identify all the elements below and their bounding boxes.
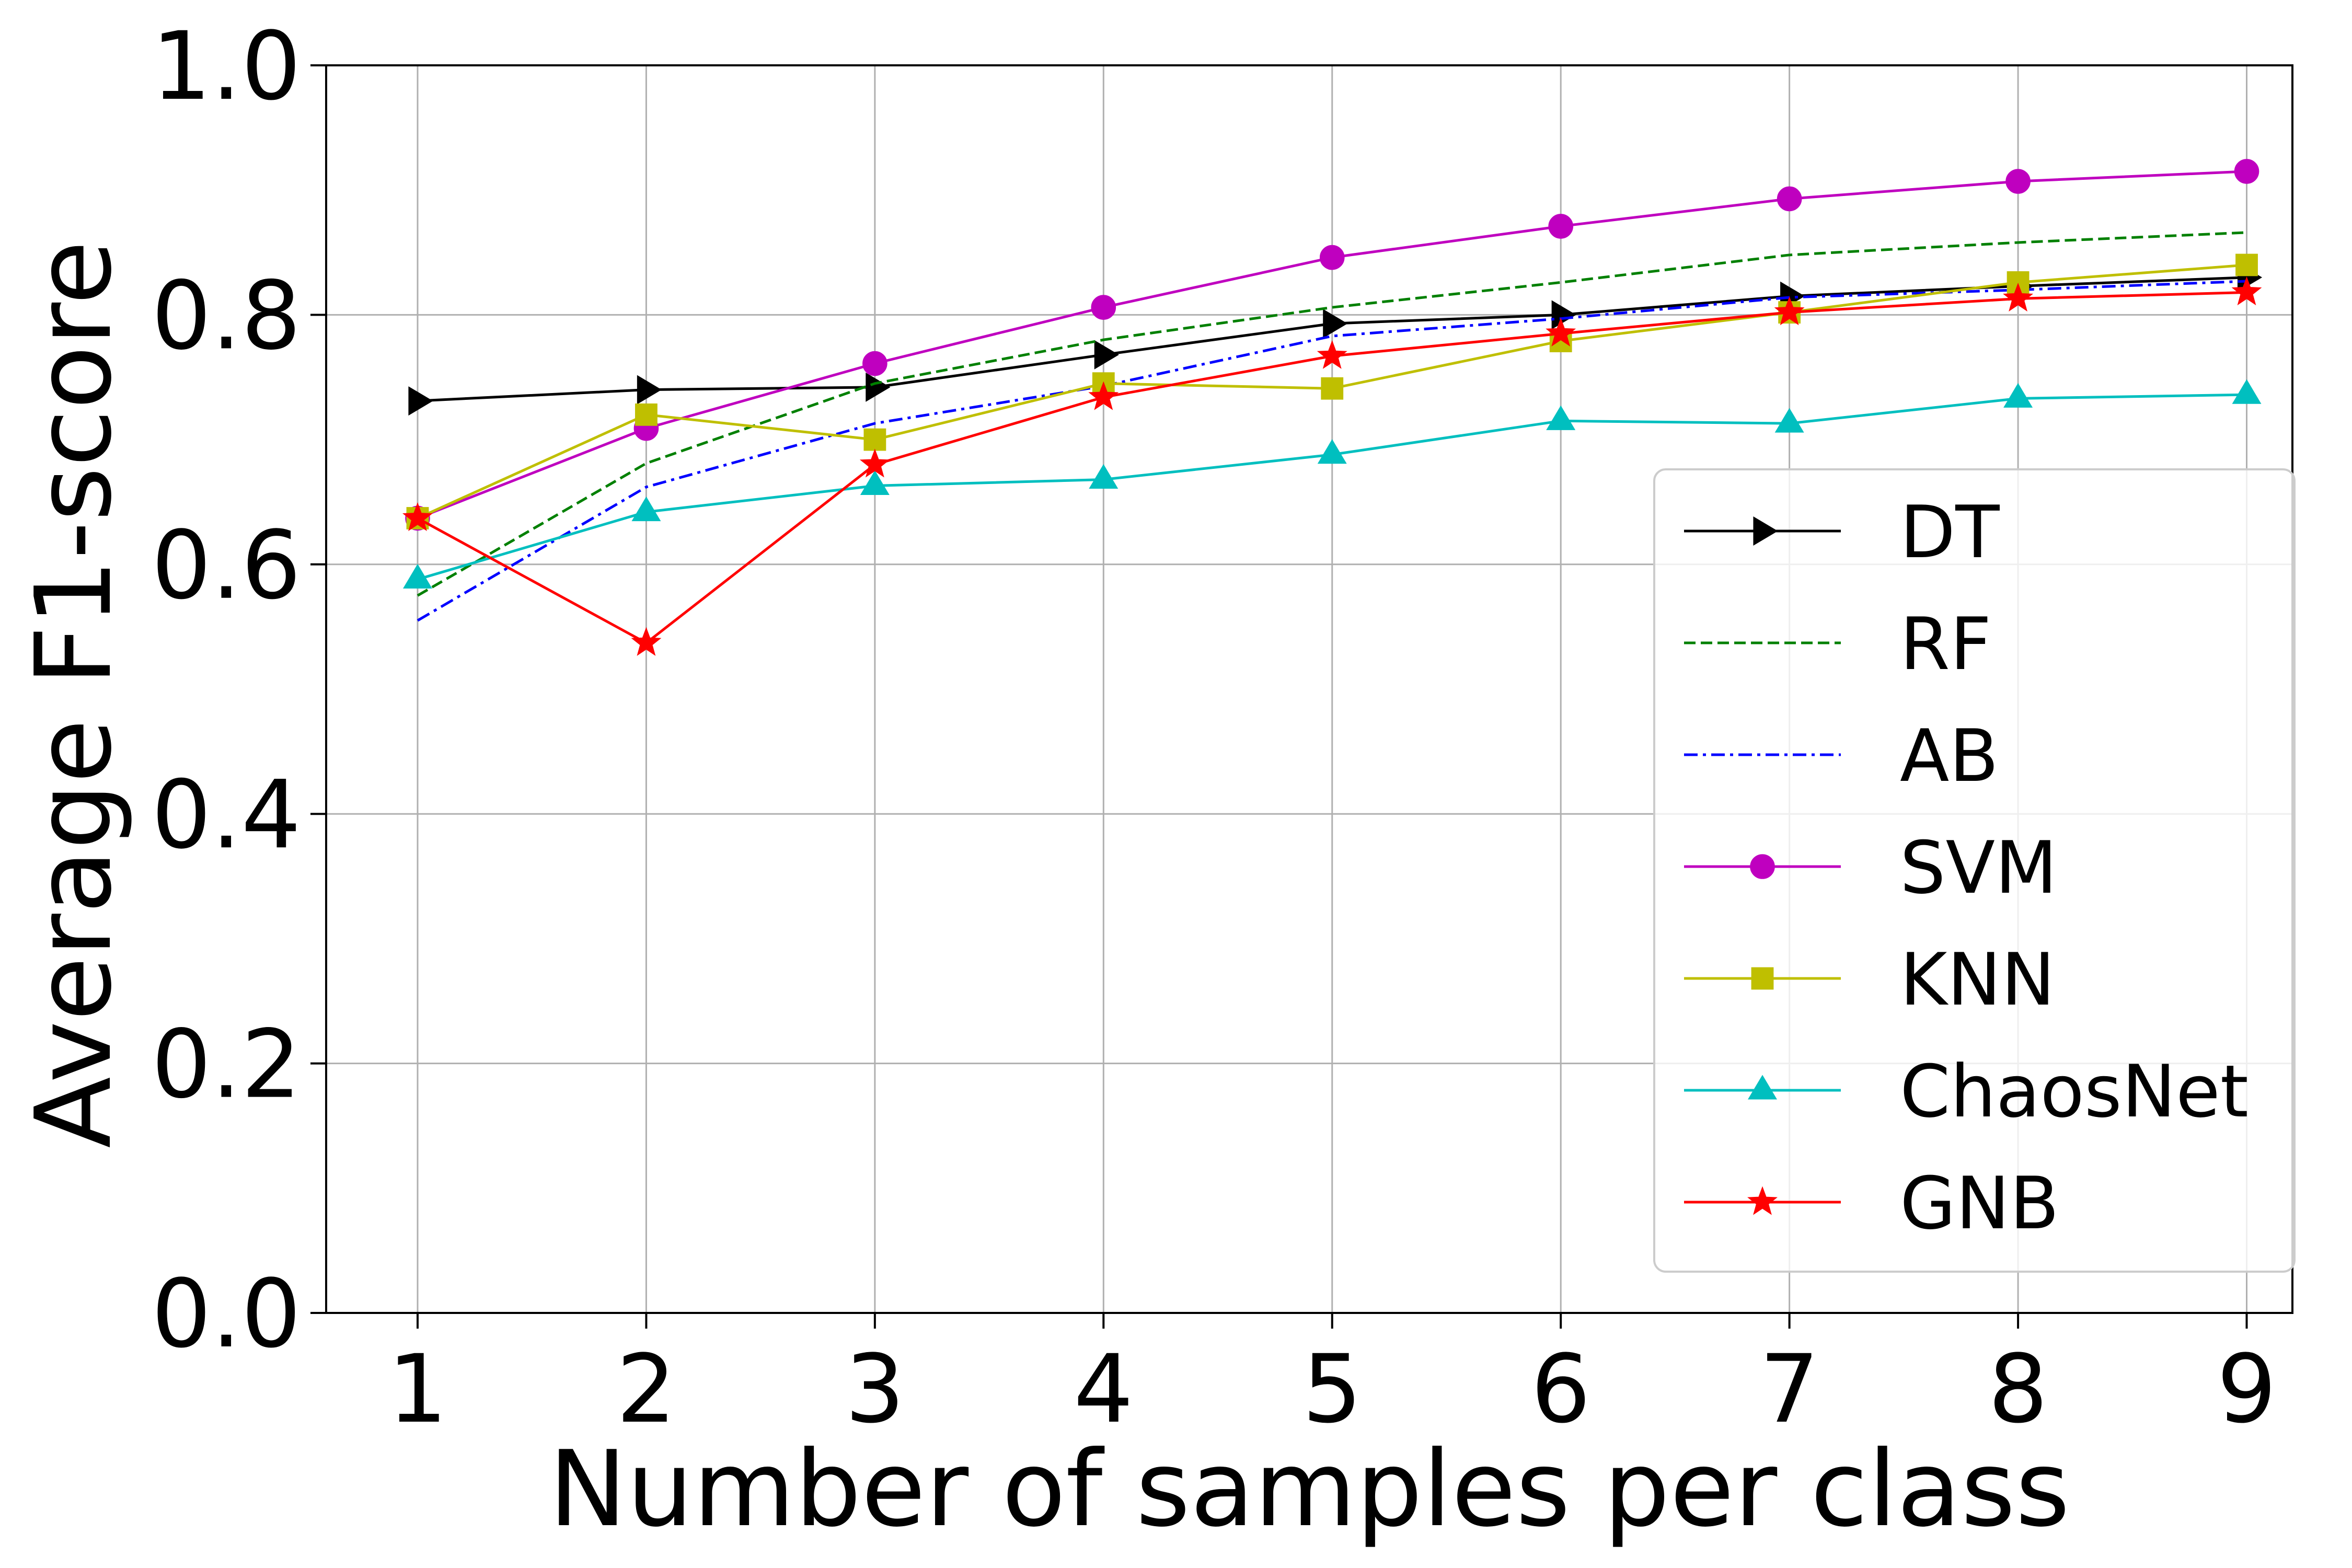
legend-label: GNB: [1900, 1161, 2059, 1246]
series-chaosnet: [402, 379, 2262, 589]
data-point-knn: [863, 428, 886, 451]
x-tick-label: 6: [1531, 1335, 1591, 1444]
data-point-dt: [1551, 300, 1576, 330]
x-tick-label: 9: [2217, 1335, 2277, 1444]
x-tick-label: 8: [1988, 1335, 2048, 1444]
data-point-dt: [408, 386, 433, 416]
legend-item-rf: RF: [1684, 602, 1991, 686]
legend-label: RF: [1900, 602, 1991, 686]
y-tick-label: 0.2: [152, 1010, 301, 1120]
data-point-gnb: [2003, 282, 2034, 312]
series-rf: [417, 231, 2247, 597]
data-point-dt: [1094, 340, 1119, 370]
data-point-gnb: [1317, 340, 1347, 369]
data-point-svm: [2234, 159, 2259, 184]
legend-label: AB: [1900, 714, 1999, 798]
data-point-svm: [1319, 245, 1345, 270]
series-svm: [405, 159, 2259, 531]
y-tick-label: 0.8: [152, 261, 301, 371]
legend-item-chaosnet: ChaosNet: [1684, 1050, 2249, 1134]
data-point-chaosnet: [860, 470, 890, 495]
x-tick-label: 7: [1759, 1335, 1819, 1444]
legend-box: [1653, 468, 2296, 1273]
x-axis-label: Number of samples per class: [549, 1428, 2070, 1550]
data-point-chaosnet: [2003, 383, 2033, 408]
series-layer: [402, 159, 2263, 656]
y-tick-label: 0.0: [152, 1260, 301, 1369]
legend: DT RF AB SVM KNN ChaosNet GNB: [1653, 468, 2296, 1273]
x-tick-label: 2: [616, 1335, 676, 1444]
y-axis-label: Average F1-score: [13, 240, 135, 1148]
x-tick-label: 5: [1302, 1335, 1362, 1444]
legend-marker: [1751, 967, 1774, 990]
legend-item-ab: AB: [1684, 714, 1999, 798]
legend-label: DT: [1900, 490, 2000, 574]
legend-label: SVM: [1900, 826, 2057, 910]
data-point-chaosnet: [402, 563, 432, 589]
data-point-svm: [2005, 169, 2031, 194]
legend-marker: [1748, 1075, 1777, 1100]
data-point-svm: [1777, 186, 1802, 212]
data-point-chaosnet: [1546, 405, 1576, 430]
axis-ticks: 1 2 3 4 5 6 7 8 9 0.0 0.2 0.4 0.6 0.8 1.0: [152, 12, 2277, 1444]
x-tick-label: 4: [1074, 1335, 1134, 1444]
data-point-dt: [866, 372, 891, 402]
legend-marker: [1750, 854, 1775, 879]
data-point-chaosnet: [1089, 464, 1119, 489]
data-point-gnb: [1774, 296, 1805, 326]
data-point-svm: [1548, 214, 1573, 239]
legend-label: ChaosNet: [1900, 1050, 2249, 1134]
y-tick-label: 0.4: [152, 760, 301, 870]
data-point-svm: [1091, 295, 1116, 320]
data-point-gnb: [2231, 276, 2262, 306]
legend-label: KNN: [1900, 938, 2055, 1022]
data-point-gnb: [1088, 381, 1119, 410]
x-tick-label: 1: [388, 1335, 448, 1444]
series-line-rf: [417, 231, 2247, 597]
data-point-gnb: [859, 448, 890, 478]
legend-marker: [1753, 516, 1778, 546]
data-point-dt: [637, 375, 662, 405]
y-tick-label: 1.0: [152, 12, 301, 121]
data-point-chaosnet: [1774, 408, 1804, 433]
legend-item-knn: KNN: [1684, 938, 2055, 1022]
data-point-gnb: [631, 627, 662, 656]
legend-item-dt: DT: [1684, 490, 2000, 574]
legend-item-svm: SVM: [1684, 826, 2057, 910]
x-tick-label: 3: [845, 1335, 905, 1444]
legend-item-gnb: GNB: [1684, 1161, 2059, 1246]
legend-marker: [1747, 1186, 1778, 1215]
data-point-svm: [862, 351, 887, 376]
data-point-knn: [635, 403, 658, 426]
data-point-knn: [2235, 253, 2258, 276]
data-point-dt: [1323, 309, 1348, 339]
series-gnb: [402, 276, 2262, 656]
data-point-chaosnet: [631, 496, 661, 522]
data-point-knn: [1321, 377, 1344, 400]
data-point-gnb: [402, 502, 433, 532]
data-point-chaosnet: [1317, 439, 1347, 464]
data-point-chaosnet: [2232, 379, 2262, 404]
y-tick-label: 0.6: [152, 511, 301, 620]
data-point-gnb: [1546, 317, 1576, 347]
